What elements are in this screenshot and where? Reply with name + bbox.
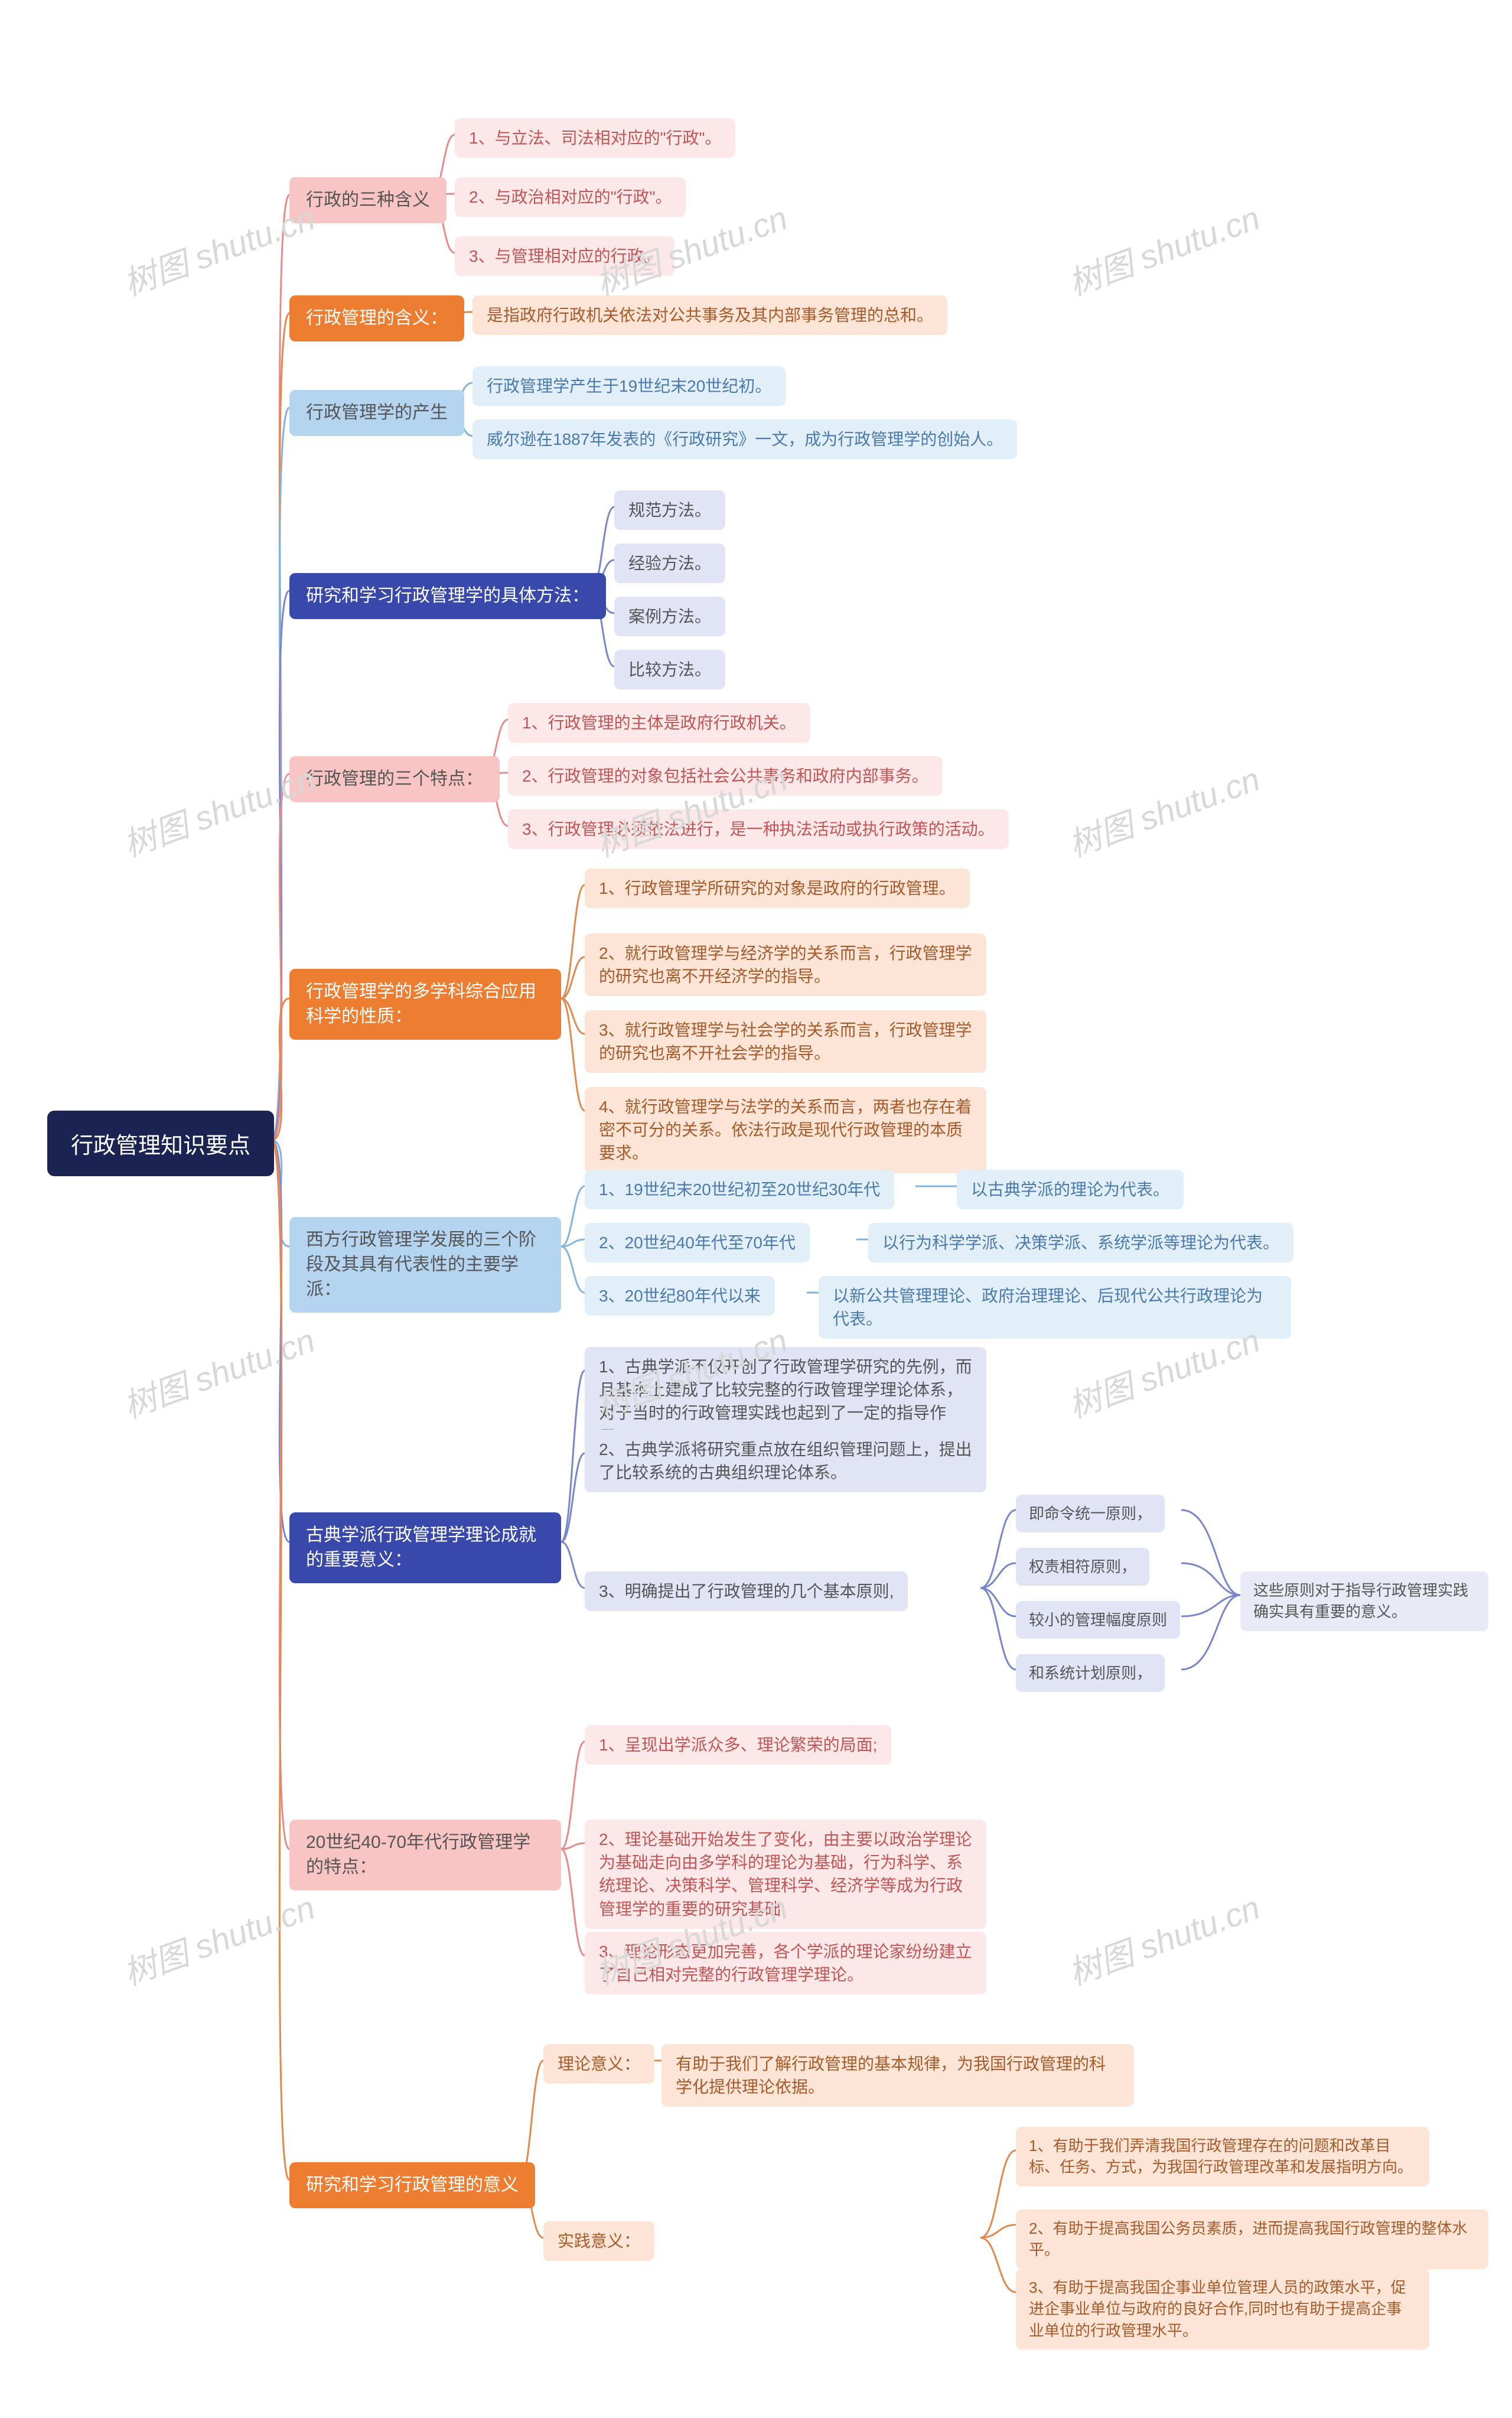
leaf-node: 是指政府行政机关依法对公共事务及其内部事务管理的总和。 [472,295,947,335]
leaf-node: 2、就行政管理学与经济学的关系而言，行政管理学的研究也离不开经济学的指导。 [585,933,986,996]
leaf-node: 威尔逊在1887年发表的《行政研究》一文，成为行政管理学的创始人。 [472,419,1017,459]
leaf-node: 3、明确提出了行政管理的几个基本原则, [585,1571,908,1611]
leaf-node: 规范方法。 [614,490,725,530]
leaf-node: 行政管理学产生于19世纪末20世纪初。 [472,366,786,406]
branch-node: 研究和学习行政管理的意义 [289,2162,535,2208]
leaf-node: 1、呈现出学派众多、理论繁荣的局面; [585,1725,891,1765]
branch-node: 行政的三种含义 [289,177,447,223]
leaf-node: 4、就行政管理学与法学的关系而言，两者也存在着密不可分的关系。依法行政是现代行政… [585,1087,986,1173]
leaf-node: 1、19世纪末20世纪初至20世纪30年代 [585,1170,894,1209]
after-leaf: 以古典学派的理论为代表。 [957,1170,1184,1209]
leaf-node: 2、古典学派将研究重点放在组织管理问题上，提出了比较系统的古典组织理论体系。 [585,1430,986,1492]
leaf-node: 3、与管理相对应的行政。 [455,236,674,276]
leaf-node: 2、行政管理的对象包括社会公共事务和政府内部事务。 [508,756,943,796]
leaf-node: 2、20世纪40年代至70年代 [585,1223,810,1262]
sub-leaf: 即命令统一原则， [1016,1495,1165,1532]
after-leaf: 有助于我们了解行政管理的基本规律，为我国行政管理的科学化提供理论依据。 [662,2044,1134,2107]
leaf-node: 2、与政治相对应的"行政"。 [455,177,686,217]
sub-leaf: 2、有助于提高我国公务员素质，进而提高我国行政管理的整体水平。 [1016,2209,1488,2269]
branch-node: 研究和学习行政管理学的具体方法： [289,573,606,619]
after-leaf: 以新公共管理理论、政府治理理论、后现代公共行政理论为代表。 [819,1276,1291,1339]
leaf-node: 实践意义： [543,2221,654,2261]
leaf-node: 理论意义： [543,2044,654,2084]
branch-node: 行政管理学的产生 [289,390,464,436]
sub-leaf: 3、有助于提高我国企事业单位管理人员的政策水平，促进企事业单位与政府的良好合作,… [1016,2269,1429,2349]
leaf-node: 3、行政管理必须依法进行，是一种执法活动或执行政策的活动。 [508,809,1009,849]
leaf-node: 3、就行政管理学与社会学的关系而言，行政管理学的研究也离不开社会学的指导。 [585,1010,986,1073]
leaf-node: 经验方法。 [614,544,725,583]
leaf-node: 1、行政管理学所研究的对象是政府的行政管理。 [585,868,970,908]
leaf-node: 1、与立法、司法相对应的"行政"。 [455,118,735,158]
branch-node: 行政管理学的多学科综合应用科学的性质： [289,969,561,1040]
branch-node: 古典学派行政管理学理论成就的重要意义： [289,1512,561,1583]
root-node: 行政管理知识要点 [47,1111,274,1176]
leaf-node: 3、理论形态更加完善，各个学派的理论家纷纷建立了自己相对完整的行政管理学理论。 [585,1932,986,1994]
sub-leaf: 1、有助于我们弄清我国行政管理存在的问题和改革目标、任务、方式，为我国行政管理改… [1016,2127,1429,2186]
branch-node: 西方行政管理学发展的三个阶段及其具有代表性的主要学派： [289,1217,561,1313]
branch-node: 行政管理的含义： [289,295,464,341]
leaf-node: 3、20世纪80年代以来 [585,1276,775,1316]
leaf-node: 案例方法。 [614,597,725,636]
sub-leaf: 和系统计划原则， [1016,1654,1165,1692]
leaf-node: 比较方法。 [614,650,725,689]
branch-node: 20世纪40-70年代行政管理学的特点： [289,1820,561,1890]
branch-node: 行政管理的三个特点： [289,756,500,802]
mindmap-container: 行政管理知识要点 行政的三种含义1、与立法、司法相对应的"行政"。 2、与政治相对… [24,24,1488,2394]
sub-leaf: 较小的管理幅度原则 [1016,1601,1180,1639]
after-leaf: 以行为科学学派、决策学派、系统学派等理论为代表。 [868,1223,1293,1262]
sub-leaf: 权责相符原则， [1016,1548,1149,1586]
terminal-leaf: 这些原则对于指导行政管理实践确实具有重要的意义。 [1240,1571,1488,1631]
leaf-node: 1、行政管理的主体是政府行政机关。 [508,703,810,743]
leaf-node: 2、理论基础开始发生了变化，由主要以政治学理论为基础走向由多学科的理论为基础，行… [585,1820,986,1929]
